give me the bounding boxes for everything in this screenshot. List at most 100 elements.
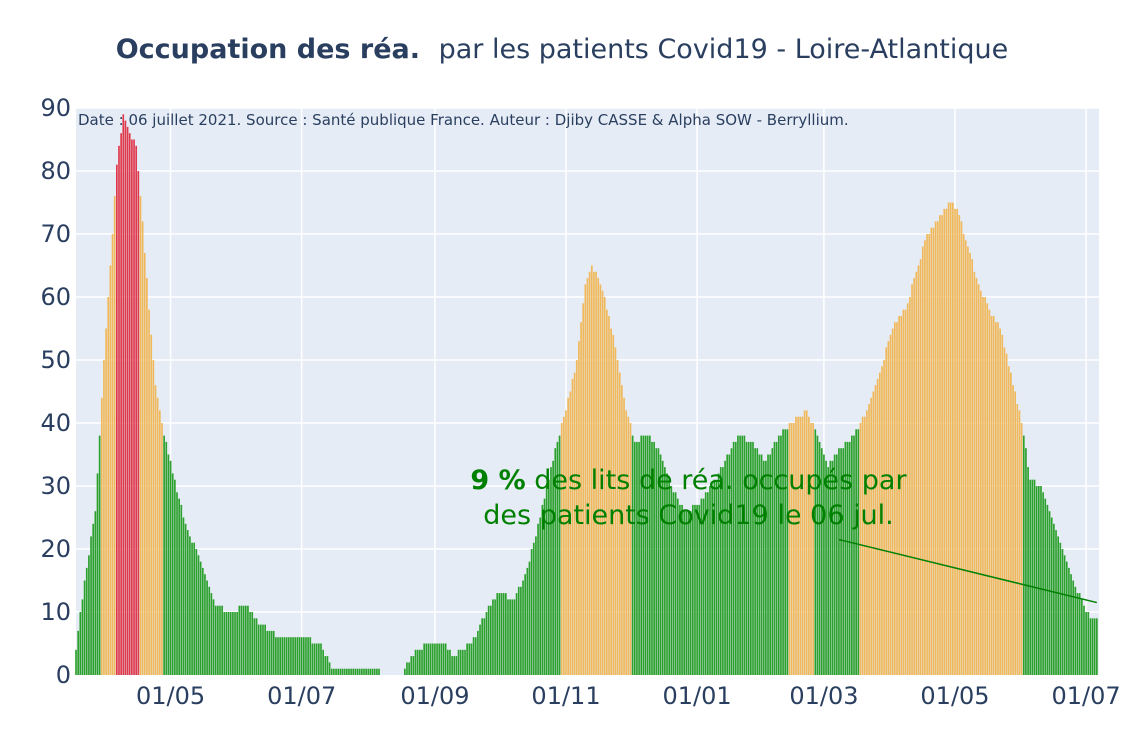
- bar: [520, 586, 522, 675]
- y-tick-label: 90: [40, 94, 71, 122]
- bar: [1085, 612, 1087, 675]
- bar: [403, 668, 406, 675]
- bar: [249, 612, 251, 675]
- bar: [135, 145, 138, 676]
- bar: [504, 593, 507, 675]
- bar: [500, 593, 503, 675]
- bar: [300, 637, 303, 675]
- bar: [859, 423, 862, 675]
- bar: [440, 643, 443, 675]
- bar: [113, 196, 116, 675]
- bar: [769, 454, 772, 675]
- bar: [361, 668, 363, 675]
- bar: [586, 278, 589, 675]
- bar: [655, 448, 658, 675]
- bar: [803, 410, 806, 675]
- bar: [324, 656, 327, 675]
- bar: [687, 511, 690, 675]
- bar: [1005, 353, 1008, 675]
- bar: [913, 278, 916, 675]
- bar: [992, 315, 995, 675]
- bar: [563, 416, 565, 675]
- bar: [990, 315, 993, 675]
- bar: [451, 656, 453, 675]
- bar: [434, 643, 436, 675]
- bar: [1050, 517, 1053, 675]
- bar: [242, 605, 245, 675]
- bar: [633, 441, 636, 675]
- bar: [350, 668, 352, 675]
- bar: [318, 643, 320, 675]
- bar: [618, 372, 621, 675]
- bar: [178, 498, 180, 675]
- bar: [670, 486, 673, 675]
- bar: [612, 334, 615, 675]
- bar: [606, 309, 608, 675]
- bar: [661, 460, 664, 675]
- bar: [150, 334, 153, 675]
- bar: [313, 643, 316, 675]
- bar: [464, 649, 466, 675]
- bar: [651, 441, 653, 675]
- bar: [810, 423, 812, 675]
- bar: [423, 643, 426, 675]
- bar: [906, 303, 909, 675]
- bar: [507, 599, 509, 675]
- bar: [176, 492, 178, 675]
- bar: [614, 347, 617, 675]
- bar: [309, 637, 312, 675]
- bar: [644, 435, 647, 675]
- bar: [1025, 448, 1027, 675]
- bar: [356, 668, 359, 675]
- bar: [479, 624, 481, 675]
- y-tick-label: 80: [40, 157, 71, 185]
- bar: [371, 668, 374, 675]
- bar: [829, 460, 832, 675]
- bar: [739, 435, 741, 675]
- bar: [949, 202, 952, 675]
- bar: [543, 498, 546, 675]
- bar: [696, 504, 698, 675]
- bar: [528, 561, 531, 675]
- bar: [681, 504, 683, 675]
- annotation-arrow: [838, 538, 1098, 604]
- bar: [489, 605, 492, 675]
- bar: [599, 284, 602, 675]
- annotation-line-1: 9 % des lits de réa. occupés par: [470, 465, 907, 496]
- bar: [330, 668, 333, 675]
- bar: [1020, 423, 1023, 675]
- bar: [638, 441, 640, 675]
- bar: [462, 649, 464, 675]
- bar: [416, 649, 419, 675]
- bar: [1072, 580, 1075, 675]
- bar: [866, 410, 868, 675]
- bar: [904, 309, 907, 675]
- bar: [610, 328, 612, 675]
- bar: [1087, 612, 1090, 675]
- bar: [838, 448, 840, 675]
- bar: [290, 637, 292, 675]
- x-tick-label: 01/03: [789, 682, 858, 710]
- bar: [593, 271, 595, 675]
- bar: [831, 460, 834, 675]
- bar: [887, 341, 890, 675]
- bar: [743, 435, 746, 675]
- bar: [118, 145, 120, 676]
- bar: [1029, 479, 1032, 675]
- bar: [472, 637, 475, 675]
- bar: [307, 637, 309, 675]
- bar: [244, 605, 247, 675]
- bar: [1031, 479, 1034, 675]
- bar: [229, 612, 232, 675]
- bar: [947, 202, 950, 675]
- bar: [100, 397, 103, 675]
- bar: [582, 303, 585, 675]
- y-tick-label: 10: [40, 598, 71, 626]
- bar: [165, 441, 168, 675]
- y-tick-label: 60: [40, 283, 71, 311]
- bar: [730, 448, 733, 675]
- bar: [648, 435, 651, 675]
- bar: [169, 460, 172, 675]
- bar: [530, 549, 533, 675]
